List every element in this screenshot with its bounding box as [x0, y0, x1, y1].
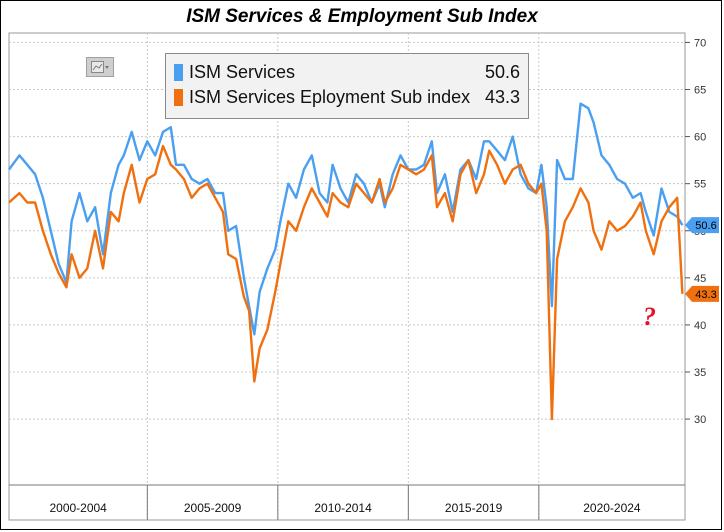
line-chart-glyph-icon	[91, 61, 109, 73]
x-tick-label: 2005-2009	[184, 501, 242, 515]
last-value-tag-shape	[685, 217, 719, 234]
y-tick-label: 30	[694, 414, 706, 426]
legend-label: ISM Services	[189, 61, 296, 82]
legend-value: 50.6	[484, 61, 520, 82]
last-value-tag-label: 50.6	[695, 220, 716, 232]
question-mark-annotation: ?	[643, 302, 656, 331]
series-line-ism-services	[8, 102, 684, 336]
line-chart-icon[interactable]	[86, 57, 114, 77]
x-tick-label: 2015-2019	[445, 501, 503, 515]
legend: ISM Services 50.6 ISM Services Eployment…	[165, 53, 529, 119]
legend-swatch-orange	[174, 88, 183, 106]
legend-item-employment: ISM Services Eployment Sub index 43.3	[174, 85, 520, 109]
y-tick-label: 35	[694, 367, 706, 379]
x-tick-label: 2000-2004	[49, 501, 107, 515]
last-value-tag: 43.3	[685, 285, 719, 302]
last-value-tag-shape	[685, 285, 719, 302]
y-tick-label: 40	[694, 320, 706, 332]
x-tick-label: 2020-2024	[583, 501, 641, 515]
series-line-employment	[8, 144, 684, 421]
last-value-tag: 50.6	[685, 217, 719, 234]
plot-border	[8, 32, 686, 521]
chart-title: ISM Services & Employment Sub Index	[186, 6, 538, 27]
legend-label: ISM Services Eployment Sub index	[189, 86, 471, 107]
legend-value: 43.3	[484, 86, 520, 107]
y-tick-label: 70	[694, 37, 706, 49]
legend-item-ism-services: ISM Services 50.6	[174, 60, 520, 84]
last-value-tag-label: 43.3	[695, 289, 716, 301]
y-tick-label: 55	[694, 179, 706, 191]
y-tick-label: 60	[694, 132, 706, 144]
y-tick-label: 65	[694, 85, 706, 97]
x-tick-label: 2010-2014	[314, 501, 372, 515]
legend-swatch-blue	[174, 63, 183, 81]
y-tick-label: 45	[694, 273, 706, 285]
caret-down-icon	[105, 66, 109, 69]
